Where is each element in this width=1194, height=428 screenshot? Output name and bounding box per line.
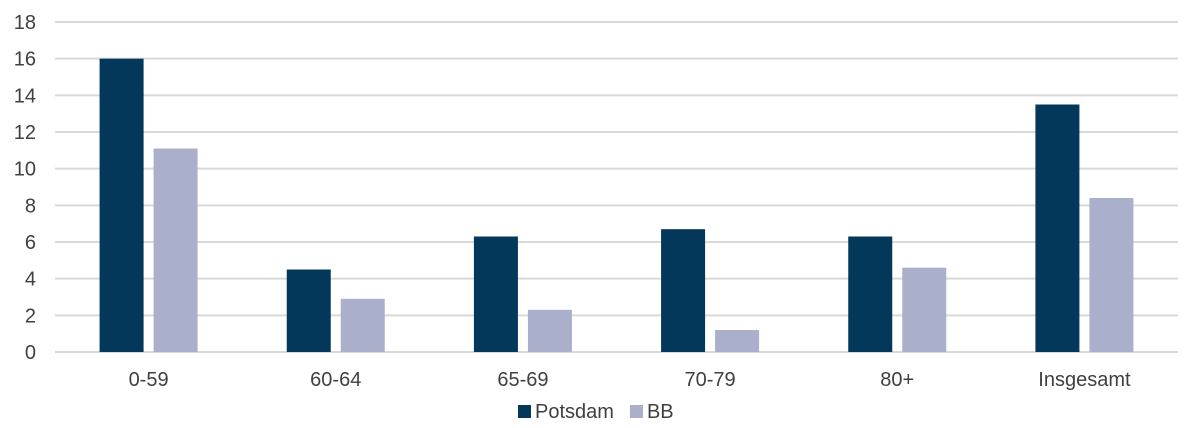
- bar-potsdam-70-79: [661, 229, 706, 352]
- legend-swatch-bb: [629, 405, 643, 418]
- bar-potsdam-insgesamt: [1035, 104, 1080, 352]
- bar-bb-0-59: [153, 148, 198, 352]
- y-tick-label-6: 6: [25, 232, 36, 254]
- legend-swatch-potsdam: [518, 405, 531, 418]
- bar-potsdam-65-69: [473, 236, 518, 352]
- bar-bb-insgesamt: [1089, 198, 1134, 352]
- x-tick-label-65-69: 65-69: [497, 369, 548, 391]
- y-tick-label-0: 0: [25, 342, 36, 364]
- y-tick-label-14: 14: [14, 85, 36, 107]
- x-tick-label-0-59: 0-59: [129, 369, 169, 391]
- y-tick-label-8: 8: [25, 195, 36, 217]
- bar-bb-80+: [902, 267, 947, 352]
- y-tick-label-4: 4: [25, 269, 36, 291]
- x-tick-label-80+: 80+: [880, 369, 914, 391]
- bar-bb-70-79: [715, 330, 760, 352]
- y-tick-label-18: 18: [14, 12, 36, 34]
- legend-label-bb: BB: [647, 401, 674, 423]
- bar-potsdam-60-64: [286, 269, 331, 352]
- x-tick-label-60-64: 60-64: [310, 369, 361, 391]
- y-tick-label-12: 12: [14, 122, 36, 144]
- bar-bb-65-69: [527, 309, 572, 352]
- bar-potsdam-80+: [848, 236, 893, 352]
- y-tick-label-10: 10: [14, 159, 36, 181]
- bar-bb-60-64: [340, 298, 385, 352]
- x-tick-label-70-79: 70-79: [685, 369, 736, 391]
- y-tick-label-16: 16: [14, 49, 36, 71]
- legend-label-potsdam: Potsdam: [535, 401, 614, 423]
- x-tick-label-insgesamt: Insgesamt: [1038, 369, 1131, 391]
- bar-potsdam-0-59: [99, 58, 144, 353]
- y-tick-label-2: 2: [25, 305, 36, 327]
